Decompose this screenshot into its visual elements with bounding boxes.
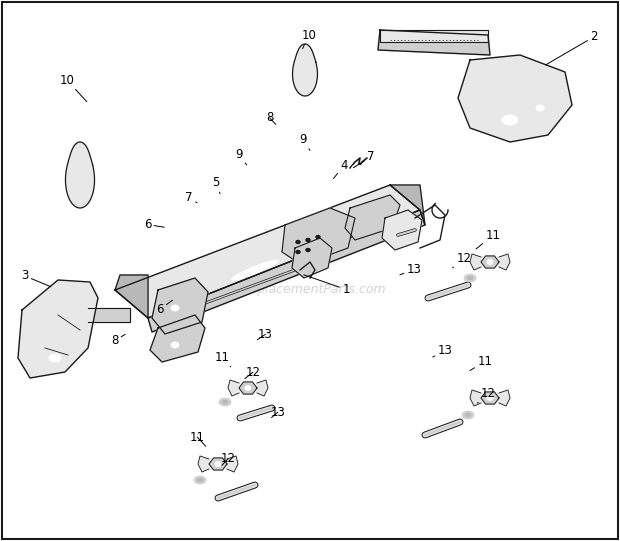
- Text: 8: 8: [111, 334, 125, 347]
- Text: 11: 11: [470, 355, 492, 371]
- Text: 7: 7: [353, 150, 374, 168]
- Ellipse shape: [171, 342, 179, 348]
- Ellipse shape: [232, 260, 278, 280]
- Ellipse shape: [464, 274, 476, 282]
- Polygon shape: [499, 254, 510, 270]
- Text: 10: 10: [60, 74, 87, 102]
- Polygon shape: [88, 308, 130, 322]
- Polygon shape: [293, 44, 317, 96]
- Text: 10: 10: [301, 29, 316, 49]
- Text: 9: 9: [235, 148, 247, 165]
- Polygon shape: [282, 208, 355, 265]
- Text: 12: 12: [221, 452, 236, 465]
- Text: 4: 4: [334, 159, 348, 179]
- Polygon shape: [209, 458, 227, 470]
- Ellipse shape: [465, 413, 471, 417]
- Text: 13: 13: [270, 406, 285, 419]
- Text: 11: 11: [476, 229, 500, 249]
- Text: 6: 6: [156, 300, 172, 316]
- Polygon shape: [470, 254, 481, 270]
- Polygon shape: [239, 382, 257, 394]
- Ellipse shape: [467, 276, 473, 280]
- Ellipse shape: [245, 386, 251, 391]
- Ellipse shape: [502, 115, 518, 125]
- Ellipse shape: [462, 411, 474, 419]
- Ellipse shape: [316, 235, 320, 239]
- Ellipse shape: [49, 354, 61, 362]
- Ellipse shape: [171, 305, 179, 311]
- Polygon shape: [227, 456, 238, 472]
- Polygon shape: [150, 315, 205, 362]
- Polygon shape: [481, 392, 499, 404]
- Polygon shape: [292, 238, 332, 278]
- Polygon shape: [380, 30, 488, 42]
- Ellipse shape: [306, 239, 310, 241]
- Ellipse shape: [487, 260, 493, 265]
- Ellipse shape: [194, 476, 206, 484]
- Text: 12: 12: [453, 252, 471, 268]
- Polygon shape: [470, 390, 481, 406]
- Text: 8: 8: [266, 111, 276, 124]
- Ellipse shape: [396, 212, 404, 216]
- Text: 13: 13: [257, 328, 273, 341]
- Ellipse shape: [215, 461, 221, 466]
- Polygon shape: [115, 185, 420, 318]
- Polygon shape: [481, 256, 499, 268]
- Polygon shape: [458, 55, 572, 142]
- Ellipse shape: [197, 478, 203, 482]
- Polygon shape: [390, 185, 425, 225]
- Ellipse shape: [373, 214, 387, 222]
- Polygon shape: [499, 390, 510, 406]
- Polygon shape: [228, 380, 239, 396]
- Ellipse shape: [487, 395, 493, 400]
- Ellipse shape: [536, 105, 544, 111]
- Polygon shape: [345, 195, 400, 240]
- Text: 5: 5: [212, 176, 220, 194]
- Polygon shape: [378, 30, 490, 55]
- Text: 7: 7: [185, 191, 197, 204]
- Ellipse shape: [352, 165, 362, 171]
- Text: 11: 11: [190, 431, 206, 446]
- Text: 9: 9: [299, 133, 310, 150]
- Polygon shape: [198, 456, 209, 472]
- Text: 6: 6: [144, 218, 164, 231]
- Polygon shape: [115, 275, 148, 318]
- Ellipse shape: [222, 400, 228, 404]
- Ellipse shape: [296, 250, 300, 254]
- Polygon shape: [382, 210, 422, 250]
- Text: 13: 13: [400, 263, 422, 276]
- Text: 12: 12: [245, 366, 260, 379]
- Ellipse shape: [296, 242, 324, 254]
- Text: 12: 12: [477, 387, 496, 403]
- Polygon shape: [18, 280, 98, 378]
- Ellipse shape: [219, 398, 231, 406]
- Polygon shape: [148, 210, 425, 332]
- Text: 11: 11: [215, 351, 231, 367]
- Text: eReplacementParts.com: eReplacementParts.com: [234, 283, 386, 296]
- Polygon shape: [66, 142, 94, 208]
- Ellipse shape: [296, 241, 300, 243]
- Polygon shape: [152, 278, 208, 334]
- Polygon shape: [257, 380, 268, 396]
- Text: 2: 2: [546, 30, 598, 65]
- Ellipse shape: [306, 248, 310, 252]
- Text: 13: 13: [433, 344, 453, 357]
- Text: 3: 3: [21, 269, 51, 287]
- Text: 1: 1: [304, 275, 350, 296]
